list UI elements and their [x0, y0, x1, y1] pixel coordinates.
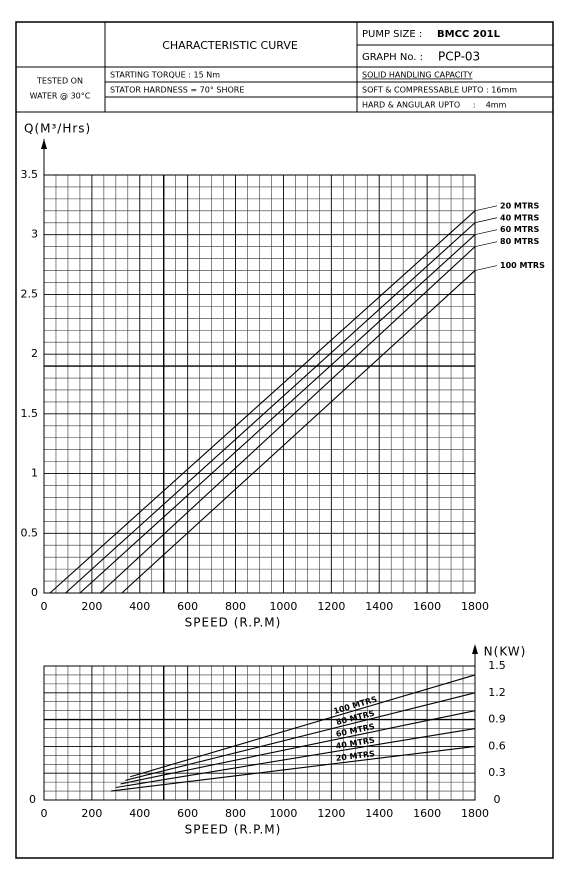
plot-border: [43, 665, 476, 801]
series-line: [99, 246, 476, 594]
series-line: [125, 692, 476, 781]
x-tick-label: 1600: [413, 600, 441, 613]
y-tick-label: 0.5: [21, 526, 39, 539]
x-tick-label: 600: [177, 807, 198, 820]
x-tick-label: 1000: [269, 600, 297, 613]
x-tick-label: 1800: [461, 600, 489, 613]
x-tick-label: 1200: [317, 807, 345, 820]
x-tick-label: 1600: [413, 807, 441, 820]
y-axis-label: Q(M³/Hrs): [24, 122, 91, 136]
soft: SOFT & COMPRESSABLE UPTO : 16mm: [362, 86, 517, 95]
x-tick-label: 0: [41, 600, 48, 613]
series-line: [65, 222, 476, 594]
series-line: [110, 745, 476, 792]
y-axis-label: N(KW): [484, 645, 527, 659]
frame: [15, 21, 554, 859]
series-line: [115, 727, 476, 789]
x-tick-label: 600: [177, 600, 198, 613]
x-tick-label: 1400: [365, 600, 393, 613]
x-tick-label: 1800: [461, 807, 489, 820]
series-label: 60 MTRS: [500, 225, 539, 234]
tested: TESTED ON: [36, 77, 83, 86]
y-tick-label: 0: [31, 586, 38, 599]
y-tick-label: 0: [29, 793, 36, 806]
x-tick-label: 800: [225, 807, 246, 820]
leader: [474, 265, 498, 271]
pump-size: BMCC 201L: [437, 29, 501, 40]
tested: WATER @ 30°C: [30, 92, 91, 101]
axis-arrow: [472, 644, 478, 654]
y-tick-label: 2.5: [21, 287, 39, 300]
y-tick-label: 1.2: [488, 686, 506, 699]
y-tick-label: 3: [31, 228, 38, 241]
series-line: [130, 674, 476, 778]
x-tick-label: 400: [129, 600, 150, 613]
x-axis-label: SPEED (R.P.M): [185, 616, 282, 630]
solid-handling: SOLID HANDLING CAPACITY: [362, 71, 473, 80]
series-line: [79, 234, 476, 594]
title: CHARACTERISTIC CURVE: [162, 39, 298, 52]
leader: [474, 229, 498, 236]
pump-size-label: PUMP SIZE :: [362, 29, 422, 40]
y-tick-label: 1.5: [488, 659, 506, 672]
leader: [474, 217, 498, 224]
x-tick-label: 200: [81, 600, 102, 613]
y-tick-label: 1: [31, 467, 38, 480]
y-tick-label: 2: [31, 347, 38, 360]
graph-no: PCP-03: [438, 50, 480, 64]
hard: HARD & ANGULAR UPTO : 4mm: [362, 101, 507, 110]
x-tick-label: 1400: [365, 807, 393, 820]
graph-no-label: GRAPH No. :: [362, 52, 423, 63]
x-tick-label: 1200: [317, 600, 345, 613]
series-label: 40 MTRS: [500, 213, 539, 222]
leader: [474, 241, 498, 247]
plot-border: [43, 174, 476, 594]
x-tick-label: 200: [81, 807, 102, 820]
x-tick-label: 800: [225, 600, 246, 613]
hardness: STATOR HARDNESS = 70° SHORE: [110, 86, 244, 95]
x-tick-label: 1000: [269, 807, 297, 820]
axis-arrow: [41, 139, 47, 149]
series-label: 100 MTRS: [500, 261, 545, 270]
y-tick-label: 0.3: [488, 766, 506, 779]
y-tick-label: 1.5: [21, 407, 39, 420]
torque: STARTING TORQUE : 15 Nm: [110, 71, 220, 80]
x-tick-label: 400: [129, 807, 150, 820]
series-line: [121, 270, 476, 594]
series-line: [49, 210, 476, 594]
y-tick-label: 0: [494, 793, 501, 806]
series-label: 80 MTRS: [500, 237, 539, 246]
series-label: 20 MTRS: [500, 201, 539, 210]
y-tick-label: 3.5: [21, 168, 39, 181]
x-axis-label: SPEED (R.P.M): [185, 823, 282, 837]
series-line: [120, 710, 476, 785]
y-tick-label: 0.9: [488, 713, 506, 726]
y-tick-label: 0.6: [488, 739, 506, 752]
leader: [474, 205, 498, 212]
x-tick-label: 0: [41, 807, 48, 820]
